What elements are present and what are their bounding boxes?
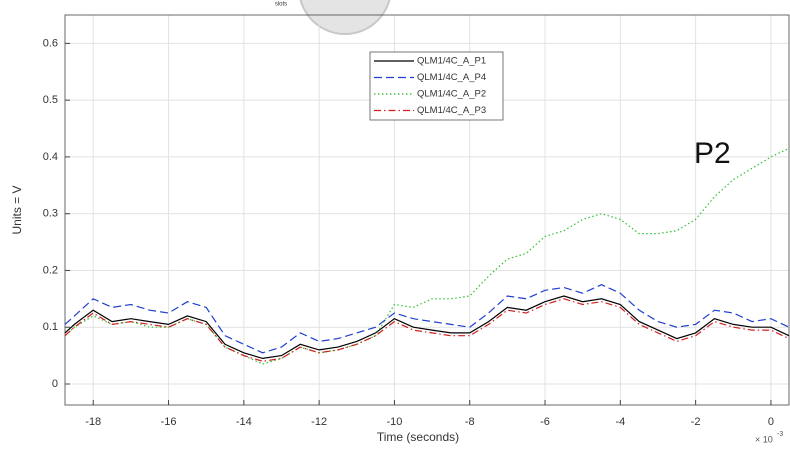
plot-frame <box>64 14 790 406</box>
y-tick-label: 0 <box>52 378 58 390</box>
y-axis-label: Units = V <box>10 185 24 234</box>
x-tick-label: -18 <box>85 416 101 428</box>
y-tick-label: 0.3 <box>43 208 58 220</box>
y-tick-label: 0.1 <box>43 321 58 333</box>
annotation: P2 <box>694 137 731 170</box>
x-tick-label: -4 <box>615 416 625 428</box>
x-tick-label: -14 <box>236 416 252 428</box>
legend-label: QLM1/4C_A_P3 <box>417 105 486 116</box>
header-text: slots <box>275 2 287 8</box>
y-tick-label: 0.2 <box>43 264 58 276</box>
series-line <box>64 147 790 365</box>
legend-label: QLM1/4C_A_P1 <box>417 56 486 67</box>
x-multiplier-exponent: -3 <box>777 431 783 438</box>
y-tick-label: 0.5 <box>43 94 58 106</box>
legend-label: QLM1/4C_A_P4 <box>417 72 486 83</box>
legend-box <box>369 51 504 121</box>
x-axis-label: Time (seconds) <box>377 430 459 444</box>
logo-graphic <box>299 0 391 35</box>
legend-label: QLM1/4C_A_P2 <box>417 89 486 100</box>
x-tick-label: -10 <box>386 416 402 428</box>
x-tick-label: -16 <box>161 416 177 428</box>
x-tick-label: -12 <box>311 416 327 428</box>
x-tick-label: 0 <box>768 416 774 428</box>
y-tick-label: 0.4 <box>43 151 58 163</box>
x-tick-label: -6 <box>540 416 550 428</box>
x-tick-label: -2 <box>691 416 701 428</box>
x-multiplier: × 10 <box>755 434 773 444</box>
x-tick-label: -8 <box>465 416 475 428</box>
y-tick-label: 0.6 <box>43 37 58 49</box>
series-line <box>64 284 790 354</box>
series-line <box>64 295 790 360</box>
